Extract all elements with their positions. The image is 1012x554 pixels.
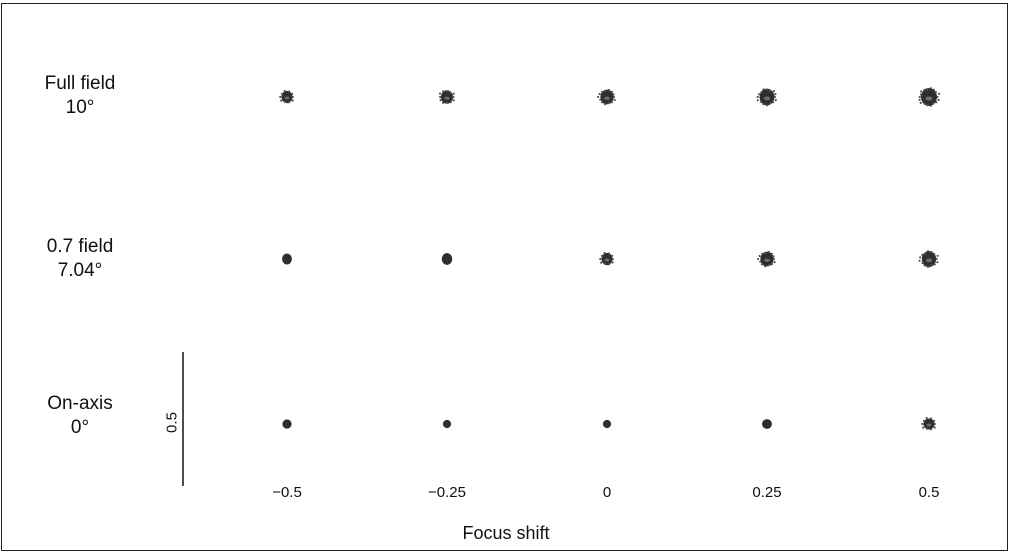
x-axis-title: Focus shift [462,523,550,543]
spot-2-3 [762,419,772,429]
spot-1-3 [757,250,776,268]
spot-1-0 [282,253,292,265]
x-tick-label: 0.25 [752,484,782,501]
spots-layer [279,87,941,431]
spot-2-4 [921,416,936,431]
spot-1-1 [441,253,453,265]
spot-1-2 [599,251,614,266]
x-tick-label: 0 [602,484,612,501]
spot-0-0 [279,89,294,104]
row-label-0.7-field: 0.7 field 7.04° [46,236,114,281]
spot-0-3 [756,88,777,107]
row-label-full-field: Full field 10° [44,73,116,118]
spot-2-2 [602,419,612,429]
figure-frame [1,3,1008,551]
spot-1-4 [918,250,939,268]
x-tick-label: 0.5 [918,484,940,501]
spot-2-1 [442,419,452,429]
row-label-on-axis: On-axis 0° [47,393,113,438]
x-tick-label: −0.25 [428,484,466,501]
spot-0-4 [918,87,941,107]
spot-0-1 [438,90,455,104]
scale-bar-label: 0.5 [163,412,181,433]
spot-2-0 [282,419,292,429]
x-tick-label: −0.5 [272,484,302,501]
spot-0-2 [597,88,616,106]
